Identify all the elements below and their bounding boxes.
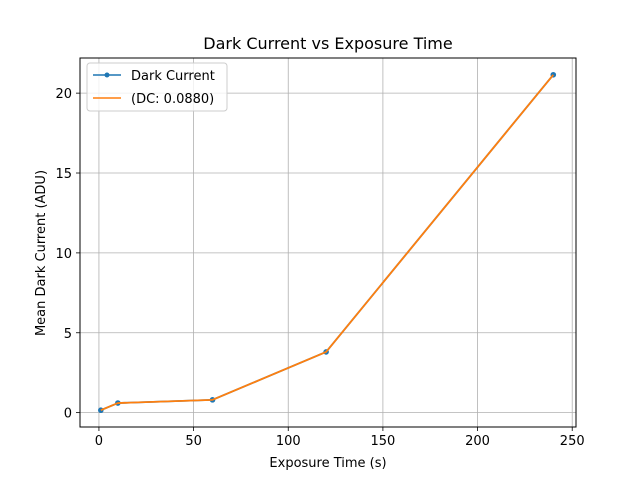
x-tick-label: 50: [185, 434, 202, 449]
x-tick-label: 100: [276, 434, 301, 449]
y-tick-label: 0: [64, 407, 72, 422]
x-tick-label: 150: [370, 434, 395, 449]
legend-marker-dark-current: [104, 72, 110, 78]
x-axis-label: Exposure Time (s): [269, 456, 386, 471]
y-tick-label: 15: [55, 167, 72, 182]
y-tick-label: 5: [64, 327, 72, 342]
y-axis-label: Mean Dark Current (ADU): [34, 170, 49, 336]
legend-label-dark-current: Dark Current: [131, 69, 215, 84]
chart-title: Dark Current vs Exposure Time: [203, 34, 452, 53]
y-axis-ticks: 0 5 10 15 20: [55, 87, 80, 422]
y-tick-label: 20: [55, 87, 72, 102]
x-tick-label: 0: [95, 434, 103, 449]
series-line-1: [100, 74, 554, 412]
legend: Dark Current (DC: 0.0880): [86, 62, 228, 112]
plot-series: [98, 71, 557, 414]
legend-label-dc-fit: (DC: 0.0880): [131, 92, 214, 107]
x-tick-label: 250: [560, 434, 585, 449]
x-axis-ticks: 0 50 100 150 200 250: [95, 427, 585, 449]
y-tick-label: 10: [55, 247, 72, 262]
legend-box: [86, 62, 228, 112]
plot-frame: [79, 57, 577, 428]
x-tick-label: 200: [465, 434, 490, 449]
grid: [80, 58, 576, 427]
